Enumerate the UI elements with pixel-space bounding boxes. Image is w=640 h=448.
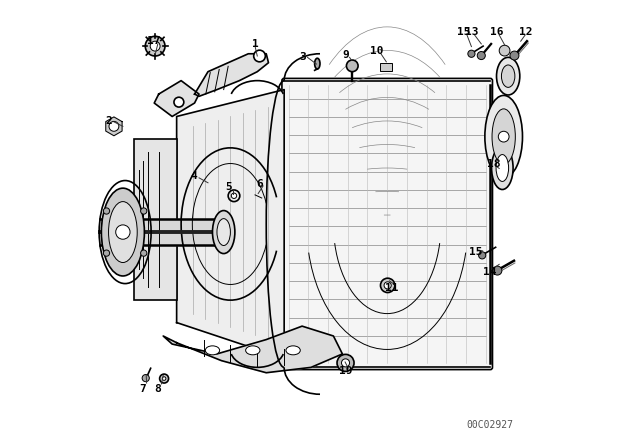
Circle shape xyxy=(104,250,109,256)
Text: 16: 16 xyxy=(490,27,504,37)
Circle shape xyxy=(141,208,147,214)
Ellipse shape xyxy=(485,95,522,178)
Ellipse shape xyxy=(492,146,513,190)
Text: 9: 9 xyxy=(342,50,349,60)
Text: 00C02927: 00C02927 xyxy=(467,420,514,430)
Circle shape xyxy=(499,45,510,56)
Polygon shape xyxy=(177,90,284,358)
Circle shape xyxy=(468,50,475,57)
Circle shape xyxy=(109,121,119,131)
Text: 13: 13 xyxy=(465,27,478,37)
Polygon shape xyxy=(163,326,342,373)
Text: 7: 7 xyxy=(139,384,145,394)
Ellipse shape xyxy=(246,346,260,355)
Text: 2: 2 xyxy=(105,116,112,126)
Text: 14: 14 xyxy=(483,267,496,277)
Text: 8: 8 xyxy=(154,384,161,394)
Circle shape xyxy=(231,193,237,198)
Text: 10: 10 xyxy=(370,46,383,56)
Text: 6: 6 xyxy=(256,179,263,189)
Text: 1: 1 xyxy=(252,39,259,49)
Polygon shape xyxy=(154,81,199,116)
Circle shape xyxy=(253,50,266,62)
Bar xyxy=(134,139,177,300)
Circle shape xyxy=(174,97,184,107)
Ellipse shape xyxy=(217,219,230,246)
Circle shape xyxy=(104,208,109,214)
Ellipse shape xyxy=(109,202,137,263)
Polygon shape xyxy=(106,117,122,136)
Bar xyxy=(380,63,392,71)
Text: 15: 15 xyxy=(456,27,470,37)
Ellipse shape xyxy=(212,211,235,254)
Circle shape xyxy=(116,225,130,239)
Circle shape xyxy=(342,359,349,367)
Text: 15: 15 xyxy=(469,247,483,257)
Circle shape xyxy=(477,52,485,60)
Circle shape xyxy=(150,41,160,51)
Text: 4: 4 xyxy=(190,171,197,181)
Text: 12: 12 xyxy=(519,27,533,37)
Circle shape xyxy=(141,250,147,256)
Ellipse shape xyxy=(286,346,300,355)
Ellipse shape xyxy=(492,109,515,164)
Circle shape xyxy=(142,375,149,382)
Ellipse shape xyxy=(315,58,320,69)
Circle shape xyxy=(499,131,509,142)
Text: 18: 18 xyxy=(487,159,500,168)
Text: 3: 3 xyxy=(300,52,307,62)
Text: 17: 17 xyxy=(147,36,160,46)
Circle shape xyxy=(479,252,486,259)
Text: 11: 11 xyxy=(385,283,399,293)
Circle shape xyxy=(510,51,519,60)
Circle shape xyxy=(384,282,391,289)
Ellipse shape xyxy=(497,57,520,95)
Circle shape xyxy=(493,266,502,275)
Polygon shape xyxy=(195,54,269,96)
Ellipse shape xyxy=(502,65,515,87)
Circle shape xyxy=(380,278,395,293)
Circle shape xyxy=(163,377,166,380)
Circle shape xyxy=(145,36,165,56)
Text: 5: 5 xyxy=(226,182,232,192)
Circle shape xyxy=(337,354,354,371)
Circle shape xyxy=(346,60,358,72)
Circle shape xyxy=(159,374,168,383)
FancyBboxPatch shape xyxy=(282,78,493,370)
Text: 19: 19 xyxy=(339,366,353,376)
Ellipse shape xyxy=(205,346,220,355)
Ellipse shape xyxy=(496,155,509,181)
Ellipse shape xyxy=(101,188,145,276)
